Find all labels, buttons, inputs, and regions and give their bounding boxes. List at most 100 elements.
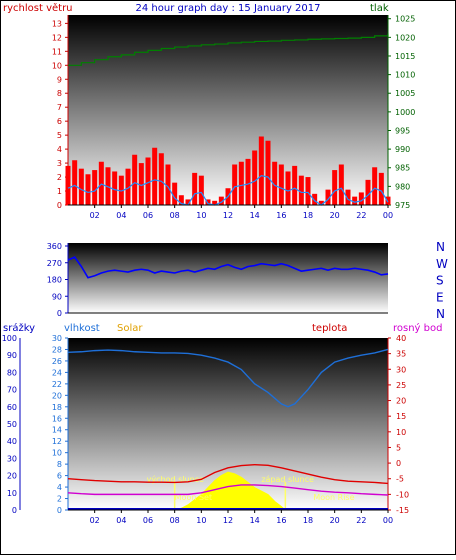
rain-y-tick-label: 50 [7, 420, 17, 429]
wind-speed-axis-label: rychlost větru [3, 2, 73, 14]
rain-axis-label: srážky [3, 322, 35, 334]
pressure-axis-label: tlak [370, 3, 389, 14]
compass-label: N [436, 307, 445, 321]
x-tick-label: 04 [116, 211, 126, 220]
humidity-line [67, 348, 389, 408]
x-tick-label: 02 [90, 211, 100, 220]
x-tick-label: 04 [116, 516, 126, 525]
x-tick-label: 20 [330, 516, 340, 525]
x-tick-label: 16 [276, 516, 286, 525]
pressure-y-tick-label: 980 [395, 182, 410, 191]
wind-y-tick-label: 8 [57, 89, 62, 98]
solar-area [174, 471, 287, 511]
humidity-y-tick-label: 4 [57, 483, 62, 492]
temperature-y-tick-label: 35 [396, 350, 406, 359]
x-tick-label: 10 [196, 516, 206, 525]
x-tick-label: 08 [170, 516, 180, 525]
x-tick-label: 02 [90, 516, 100, 525]
wind-y-tick-label: 0 [57, 201, 62, 210]
x-tick-label: 22 [356, 516, 366, 525]
pressure-y-tick-label: 1025 [395, 15, 415, 24]
temperature-y-tick-label: 25 [396, 381, 406, 390]
x-tick-label: 06 [143, 211, 153, 220]
moon-event-label: Moon Rise [313, 493, 354, 502]
compass-label: S [436, 274, 444, 288]
temperature-humidity-panel: srážky vlhkost Solar teplota rosný bod 0… [2, 322, 443, 525]
x-tick-label: 14 [250, 211, 260, 220]
temperature-y-tick-label: -15 [396, 506, 409, 515]
pressure-y-tick-label: 990 [395, 145, 410, 154]
pressure-y-tick-label: 995 [395, 126, 410, 135]
wind-y-tick-label: 2 [57, 173, 62, 182]
x-tick-label: 16 [276, 211, 286, 220]
temperature-y-tick-label: -5 [396, 475, 404, 484]
sun-event-label: západ slunce [261, 475, 314, 484]
x-tick-label: 14 [250, 516, 260, 525]
x-tick-label: 18 [303, 516, 313, 525]
x-tick-label: 12 [223, 211, 233, 220]
x-tick-label: 06 [143, 516, 153, 525]
pressure-y-tick-label: 1010 [395, 71, 415, 80]
humidity-y-tick-label: 2 [57, 495, 62, 504]
direction-y-tick-label: 0 [57, 309, 62, 318]
humidity-y-tick-label: 10 [52, 449, 62, 458]
rain-y-tick-label: 60 [7, 403, 17, 412]
compass-label: W [436, 257, 448, 271]
dewpoint-line [67, 484, 389, 496]
humidity-y-tick-label: 30 [52, 334, 62, 343]
humidity-y-tick-label: 12 [52, 437, 62, 446]
humidity-y-tick-label: 18 [52, 403, 62, 412]
wind-y-tick-label: 6 [57, 117, 62, 126]
chart-title: 24 hour graph day : 15 January 2017 [136, 3, 321, 14]
wind-pressure-panel: rychlost větru 24 hour graph day : 15 Ja… [3, 2, 415, 220]
x-tick-label: 08 [170, 211, 180, 220]
pressure-y-tick-label: 985 [395, 164, 410, 173]
humidity-y-tick-label: 26 [52, 357, 62, 366]
x-tick-label: 20 [330, 211, 340, 220]
humidity-y-tick-label: 22 [52, 380, 62, 389]
x-tick-label: 00 [383, 516, 393, 525]
direction-y-tick-label: 360 [47, 242, 62, 251]
pressure-y-tick-label: 975 [395, 201, 410, 210]
temperature-y-tick-label: 40 [396, 334, 406, 343]
solar-axis-label: Solar [117, 323, 143, 334]
rain-y-tick-label: 80 [7, 368, 17, 377]
direction-y-tick-label: 90 [52, 292, 62, 301]
wind-y-tick-label: 7 [57, 103, 62, 112]
temperature-axis-label: teplota [312, 323, 347, 334]
x-tick-label: 12 [223, 516, 233, 525]
sun-event-label: východ slunce [147, 475, 204, 484]
compass-label: N [436, 240, 445, 254]
temperature-y-tick-label: -10 [396, 490, 409, 499]
pressure-line [68, 33, 389, 66]
pressure-y-tick-label: 1005 [395, 89, 415, 98]
rain-y-tick-label: 10 [7, 489, 17, 498]
rain-y-tick-label: 30 [7, 454, 17, 463]
compass-label: E [436, 290, 444, 304]
humidity-y-tick-label: 6 [57, 472, 62, 481]
wind-y-tick-label: 11 [52, 47, 62, 56]
wind-y-tick-label: 13 [52, 19, 62, 28]
direction-y-tick-label: 270 [47, 259, 62, 268]
temperature-y-tick-label: 30 [396, 365, 406, 374]
temperature-line [67, 463, 389, 485]
wind-y-tick-label: 4 [57, 145, 62, 154]
humidity-y-tick-label: 28 [52, 345, 62, 354]
x-tick-label: 10 [196, 211, 206, 220]
temperature-y-tick-label: 15 [396, 412, 406, 421]
pressure-y-tick-label: 1015 [395, 52, 415, 61]
humidity-y-tick-label: 0 [57, 506, 62, 515]
direction-y-tick-label: 180 [47, 276, 62, 285]
rain-y-tick-label: 100 [2, 334, 17, 343]
humidity-axis-label: vlhkost [64, 323, 100, 334]
dewpoint-axis-label: rosný bod [393, 322, 442, 334]
rain-y-tick-label: 20 [7, 472, 17, 481]
pressure-y-tick-label: 1000 [395, 108, 415, 117]
humidity-y-tick-label: 20 [52, 391, 62, 400]
humidity-y-tick-label: 16 [52, 414, 62, 423]
x-tick-label: 00 [383, 211, 393, 220]
rain-y-tick-label: 90 [7, 351, 17, 360]
